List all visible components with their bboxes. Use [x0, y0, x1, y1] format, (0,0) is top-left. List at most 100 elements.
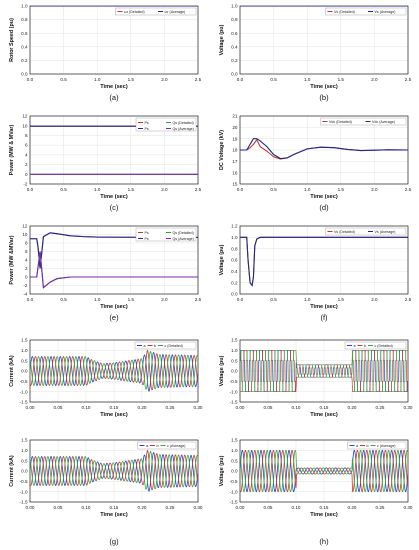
legend: Ps Qs (Detailed) Ps Qs (Average) — [135, 227, 197, 242]
x-tick-label: 0.05 — [54, 505, 63, 510]
y-axis-label: Voltage (pu) — [219, 24, 225, 55]
x-tick-label: 0.10 — [82, 505, 91, 510]
y-axis-label: Rotor Speed (pu) — [9, 18, 15, 62]
x-tick-label: 2.0 — [371, 297, 378, 302]
legend-box — [135, 227, 197, 242]
x-tick-label: 0.05 — [54, 405, 63, 410]
legend-label: Qs (Detailed) — [173, 231, 194, 235]
x-tick-label: 0.25 — [166, 505, 175, 510]
x-axis-label: Time (sec) — [310, 412, 338, 418]
x-tick-label: 0.20 — [138, 405, 147, 410]
legend-label: c (Average) — [377, 444, 396, 448]
y-tick-label: -0.5 — [230, 379, 238, 384]
x-tick-label: 2.0 — [161, 187, 168, 192]
y-tick-label: 0.2 — [231, 58, 238, 63]
plot-area — [30, 449, 198, 492]
legend: Vdc (Detailed) Vdc (Average) — [320, 117, 407, 126]
y-tick-label: 1.5 — [21, 438, 28, 443]
chart-c: 0.0 0.5 1.0 1.5 2.0 2.5 -2 0 2 4 6 8 10 12 Time (sec) P… — [9, 114, 202, 212]
plot-frame — [29, 225, 199, 295]
phase-a-line — [240, 449, 408, 493]
legend: ωr (Detailed) ωr (Average) — [115, 7, 197, 16]
legend-label: Vs (Average) — [375, 230, 396, 234]
x-tick-label: 2.5 — [195, 77, 202, 82]
phase-c-line — [240, 449, 408, 493]
y-tick-label: 15 — [232, 182, 238, 187]
phase-a-line — [30, 352, 198, 392]
legend: Vs (Detailed) Vs (Average) — [325, 7, 407, 16]
y-tick-label: 1.0 — [231, 235, 238, 240]
y-tick-label: -1.0 — [20, 489, 28, 494]
x-tick-label: 0.00 — [26, 405, 35, 410]
series-line — [240, 138, 408, 160]
legend-label: Ps — [145, 237, 149, 241]
legend-label: Vs (Average) — [375, 10, 396, 14]
y-tick-label: 0.8 — [231, 246, 238, 251]
x-tick-label: 0.00 — [236, 505, 245, 510]
series-line — [30, 251, 198, 289]
y-tick-label: -1.0 — [230, 389, 238, 394]
x-tick-label: 1.0 — [94, 187, 101, 192]
phase-b-line — [240, 349, 408, 393]
legend-box — [320, 117, 407, 126]
x-tick-label: 0.0 — [27, 77, 34, 82]
x-tick-label: 0.10 — [292, 505, 301, 510]
y-axis-label: Voltage (pu) — [219, 244, 225, 275]
legend: a b c (Average) — [347, 441, 407, 450]
x-tick-label: 0.20 — [138, 505, 147, 510]
series-line — [240, 236, 408, 287]
legend-label: c (Detailed) — [165, 344, 183, 348]
series-line — [30, 232, 198, 269]
y-tick-label: 1.5 — [231, 438, 238, 443]
x-tick-label: 1.5 — [338, 187, 345, 192]
legend-label: Ps — [145, 127, 149, 131]
y-axis-label: DC Voltage (kV) — [219, 130, 225, 170]
y-tick-label: 18 — [232, 148, 238, 153]
phase-b-line — [30, 449, 198, 491]
series-line — [30, 251, 198, 289]
y-tick-label: -1.5 — [20, 500, 28, 505]
y-tick-label: 12 — [22, 114, 28, 119]
x-axis-label: Time (sec) — [100, 412, 128, 418]
legend: Ps Qs (Detailed) Ps Qs (Average) — [135, 117, 197, 132]
legend-label: b — [157, 444, 159, 448]
panel-caption: (g) — [109, 537, 119, 546]
y-tick-label: 0.2 — [21, 58, 28, 63]
x-tick-label: 2.5 — [405, 187, 412, 192]
x-tick-label: 2.5 — [195, 187, 202, 192]
legend-label: c (Average) — [167, 444, 186, 448]
panel-caption: (a) — [109, 93, 119, 102]
x-tick-label: 0.5 — [270, 187, 277, 192]
plot-frame — [29, 5, 199, 75]
legend-box — [344, 341, 407, 350]
y-tick-label: 1.5 — [231, 338, 238, 343]
x-tick-label: 0.05 — [264, 405, 273, 410]
y-tick-label: 8 — [25, 133, 28, 138]
y-tick-label: 0.6 — [231, 31, 238, 36]
plot-frame — [239, 5, 409, 75]
legend: a b c (Detailed) — [344, 341, 407, 350]
x-tick-label: 0.0 — [27, 187, 34, 192]
x-axis-label: Time (sec) — [100, 512, 128, 518]
x-tick-label: 0.20 — [348, 405, 357, 410]
y-tick-label: 2 — [25, 266, 28, 271]
legend: Vs (Detailed) Vs (Average) — [325, 227, 407, 236]
y-tick-label: -0.5 — [230, 479, 238, 484]
y-tick-label: -1.5 — [230, 400, 238, 405]
legend-label: Qs (Average) — [173, 127, 194, 131]
y-tick-label: 0.0 — [231, 369, 238, 374]
x-tick-label: 0.00 — [26, 505, 35, 510]
y-tick-label: 19 — [232, 136, 238, 141]
x-tick-label: 0.10 — [82, 405, 91, 410]
x-tick-label: 0.25 — [166, 405, 175, 410]
y-tick-label: 1.5 — [21, 338, 28, 343]
y-tick-label: 0.0 — [21, 369, 28, 374]
x-tick-label: 0.0 — [237, 297, 244, 302]
chart-b: 0.0 0.5 1.0 1.5 2.0 2.5 0.0 0.2 0.4 0.6 0.8 1.0 Time… — [219, 4, 412, 102]
chart-g2: 0.00 0.05 0.10 0.15 0.20 0.25 0.30 -1.5 -1.0 -0.5… — [9, 438, 203, 546]
x-tick-label: 0.00 — [236, 405, 245, 410]
y-tick-label: 0.5 — [21, 358, 28, 363]
x-tick-label: 2.5 — [195, 297, 202, 302]
x-tick-label: 0.0 — [27, 297, 34, 302]
x-axis-label: Time (sec) — [100, 194, 128, 200]
